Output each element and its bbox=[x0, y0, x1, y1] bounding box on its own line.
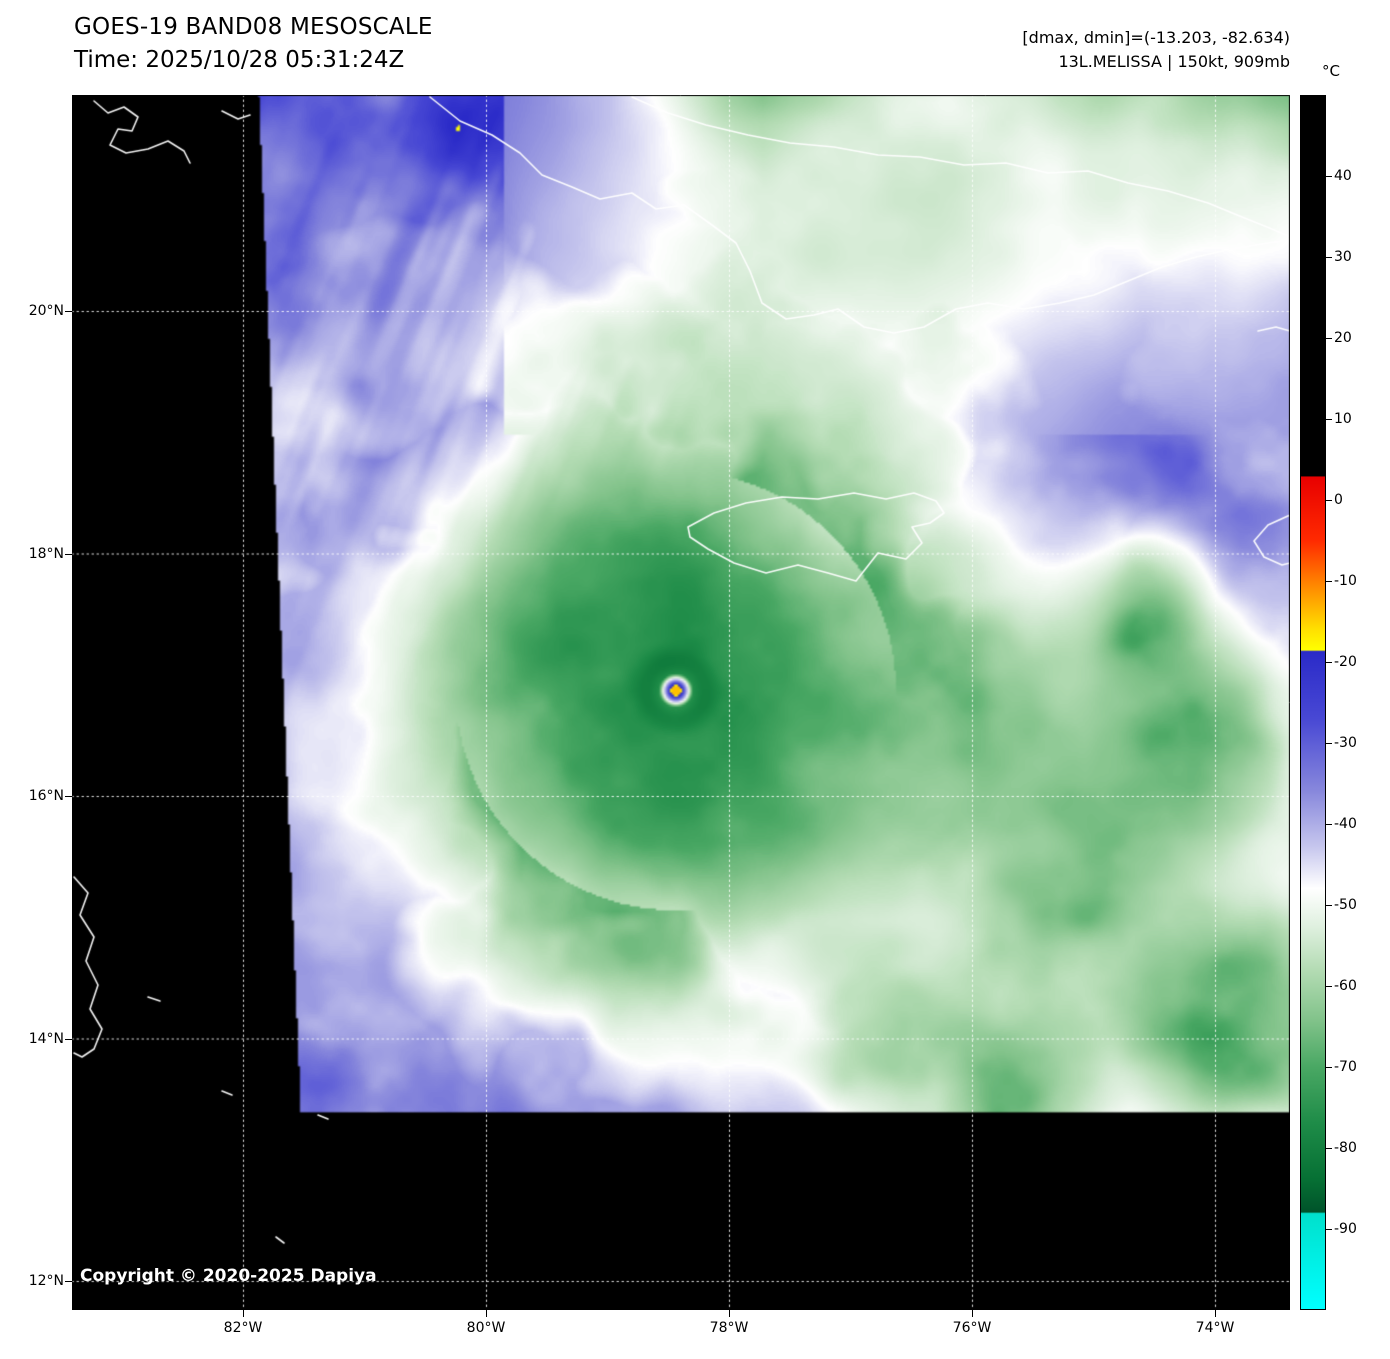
figure-timestamp: Time: 2025/10/28 05:31:24Z bbox=[74, 47, 405, 73]
colorbar-unit-label: °C bbox=[1322, 62, 1340, 80]
axis-tick-mark bbox=[65, 1281, 72, 1282]
colorbar-tick-label: -80 bbox=[1334, 1140, 1357, 1156]
colorbar-tick-label: -90 bbox=[1334, 1221, 1357, 1237]
colorbar-tick-label: -50 bbox=[1334, 897, 1357, 913]
lat-tick-label: 12°N bbox=[28, 1273, 64, 1289]
colorbar-tick-label: -70 bbox=[1334, 1059, 1357, 1075]
colorbar-tick-label: 40 bbox=[1334, 168, 1352, 184]
colorbar-tick-label: 0 bbox=[1334, 492, 1343, 508]
axis-tick-mark bbox=[65, 553, 72, 555]
lat-tick-label: 18°N bbox=[28, 545, 64, 562]
figure-title: GOES-19 BAND08 MESOSCALE bbox=[74, 14, 433, 40]
temperature-colorbar bbox=[1300, 95, 1326, 1310]
axis-tick-mark bbox=[1326, 581, 1332, 582]
lon-tick-label: 80°W bbox=[466, 1320, 506, 1336]
colorbar-tick-label: -40 bbox=[1334, 816, 1357, 832]
axis-tick-mark bbox=[486, 1310, 487, 1317]
copyright-watermark: Copyright © 2020-2025 Dapiya bbox=[80, 1266, 377, 1286]
axis-tick-mark bbox=[729, 1310, 730, 1317]
axis-tick-mark bbox=[1215, 1310, 1216, 1317]
axis-tick-mark bbox=[65, 796, 72, 797]
axis-tick-mark bbox=[1326, 257, 1332, 258]
axis-tick-mark bbox=[1326, 905, 1332, 906]
lat-tick-label: 14°N bbox=[28, 1030, 64, 1047]
satellite-imagery-canvas bbox=[72, 95, 1290, 1310]
lon-tick-label: 82°W bbox=[223, 1320, 263, 1336]
axis-tick-mark bbox=[1326, 1148, 1332, 1149]
colorbar-tick-label: 30 bbox=[1334, 249, 1352, 265]
axis-tick-mark bbox=[1326, 743, 1332, 744]
axis-tick-mark bbox=[972, 1310, 973, 1317]
axis-tick-mark bbox=[1326, 1229, 1332, 1230]
colorbar-tick-label: -10 bbox=[1334, 573, 1357, 589]
colorbar-tick-label: -60 bbox=[1334, 978, 1357, 994]
axis-tick-mark bbox=[1326, 662, 1332, 663]
lon-tick-label: 76°W bbox=[952, 1320, 992, 1336]
storm-info: 13L.MELISSA | 150kt, 909mb bbox=[1058, 52, 1290, 71]
axis-tick-mark bbox=[1326, 824, 1332, 825]
colorbar-tick-label: 10 bbox=[1334, 411, 1352, 427]
axis-tick-mark bbox=[1326, 500, 1332, 501]
colorbar-tick-label: -30 bbox=[1334, 735, 1357, 751]
axis-tick-mark bbox=[1326, 1067, 1332, 1068]
axis-tick-mark bbox=[65, 311, 72, 312]
axis-tick-mark bbox=[243, 1310, 244, 1317]
colorbar-tick-label: -20 bbox=[1334, 654, 1357, 670]
lon-tick-label: 74°W bbox=[1195, 1320, 1235, 1336]
satellite-map-panel: Copyright © 2020-2025 Dapiya bbox=[72, 95, 1290, 1310]
axis-tick-mark bbox=[65, 1038, 72, 1040]
axis-tick-mark bbox=[1326, 338, 1332, 339]
lat-tick-label: 16°N bbox=[28, 788, 64, 804]
axis-tick-mark bbox=[1326, 986, 1332, 987]
axis-tick-mark bbox=[1326, 419, 1332, 420]
lat-tick-label: 20°N bbox=[28, 303, 64, 319]
colorbar-tick-label: 20 bbox=[1334, 330, 1352, 346]
lon-tick-label: 78°W bbox=[709, 1320, 749, 1336]
dmax-dmin-readout: [dmax, dmin]=(-13.203, -82.634) bbox=[1022, 28, 1290, 47]
axis-tick-mark bbox=[1326, 176, 1332, 177]
